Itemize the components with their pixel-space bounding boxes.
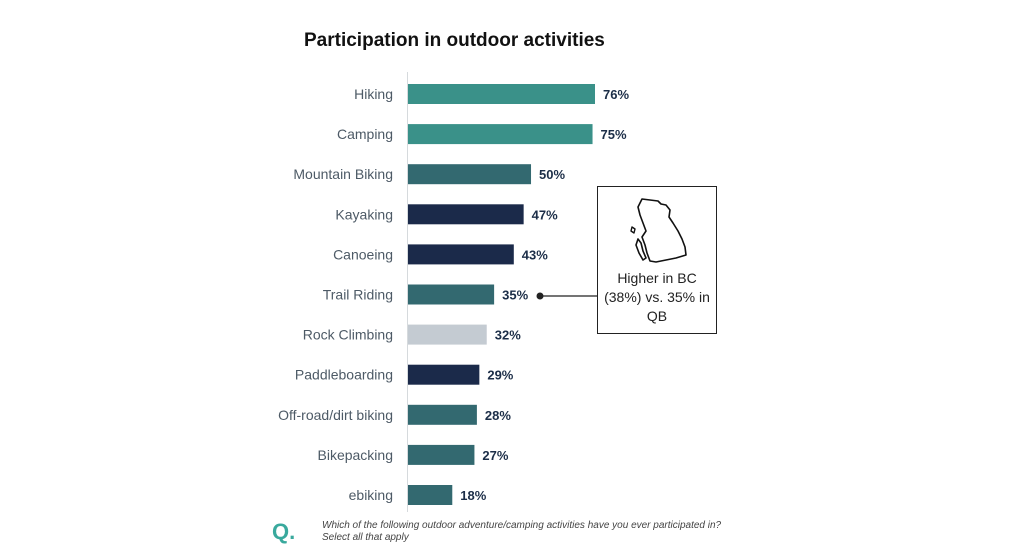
value-label: 32% xyxy=(495,328,521,343)
bar xyxy=(408,84,595,104)
british-columbia-map-icon xyxy=(630,198,687,263)
value-label: 29% xyxy=(487,368,513,383)
bar xyxy=(408,284,495,305)
category-label: ebiking xyxy=(349,487,393,503)
bar xyxy=(408,404,477,425)
category-label: Paddleboarding xyxy=(295,367,393,383)
callout-text: Higher in BC (38%) vs. 35% in QB xyxy=(604,270,710,324)
bar xyxy=(408,164,532,185)
value-label: 35% xyxy=(502,288,528,303)
value-label: 28% xyxy=(485,408,511,423)
brand-logo: Q. xyxy=(272,519,296,544)
category-label: Rock Climbing xyxy=(303,327,393,343)
bar xyxy=(408,485,453,505)
bar xyxy=(408,124,593,145)
chart-title: Participation in outdoor activities xyxy=(304,30,605,51)
bar xyxy=(408,204,524,225)
value-label: 27% xyxy=(482,448,508,463)
category-label: Kayaking xyxy=(335,206,393,222)
value-label: 76% xyxy=(603,87,629,102)
value-label: 47% xyxy=(532,207,558,222)
bar xyxy=(408,364,480,385)
callout-box: Higher in BC (38%) vs. 35% in QB xyxy=(597,186,717,334)
category-label: Mountain Biking xyxy=(293,166,393,182)
category-label: Camping xyxy=(337,126,393,142)
value-label: 43% xyxy=(522,247,548,262)
bar xyxy=(408,324,487,345)
category-label: Bikepacking xyxy=(318,447,394,463)
footnote: Which of the following outdoor adventure… xyxy=(322,520,721,544)
bar xyxy=(408,444,475,465)
category-label: Canoeing xyxy=(333,246,393,262)
bar xyxy=(408,244,514,265)
category-label: Off-road/dirt biking xyxy=(278,407,393,423)
value-label: 50% xyxy=(539,167,565,182)
value-label: 75% xyxy=(601,127,627,142)
survey-question: Which of the following outdoor adventure… xyxy=(322,520,722,531)
value-label: 18% xyxy=(460,488,486,503)
category-label: Trail Riding xyxy=(323,287,393,303)
survey-instruction: Select all that apply xyxy=(322,532,409,543)
category-label: Hiking xyxy=(354,86,393,102)
